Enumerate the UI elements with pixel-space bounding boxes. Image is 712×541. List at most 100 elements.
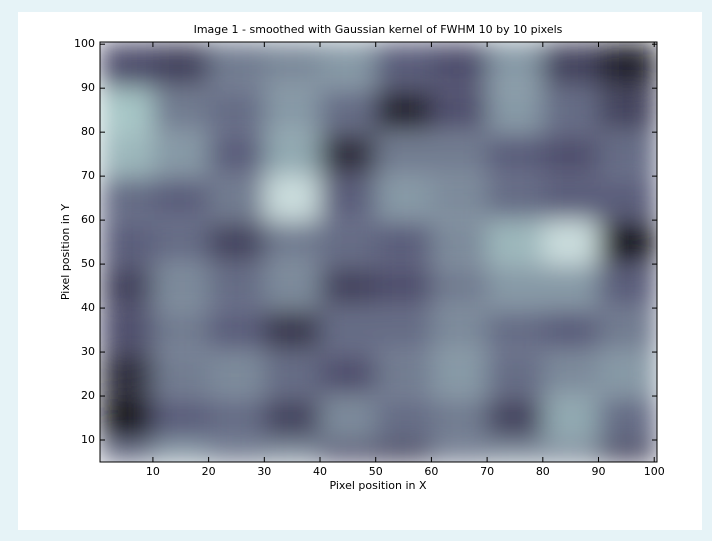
heatmap-cell <box>264 353 321 396</box>
heatmap-cell <box>431 441 488 462</box>
heatmap-cell <box>152 133 210 176</box>
heatmap-cell <box>100 42 154 88</box>
heatmap-cell <box>542 42 600 88</box>
heatmap-cell <box>598 133 657 176</box>
x-tick-label: 70 <box>480 465 494 478</box>
heatmap-cell <box>100 133 154 176</box>
heatmap-cell <box>542 89 600 132</box>
heatmap-cell <box>208 309 265 352</box>
heatmap-cell <box>431 89 488 132</box>
y-tick-label: 10 <box>81 433 95 446</box>
y-tick-label: 20 <box>81 389 95 402</box>
heatmap-cell <box>152 309 210 352</box>
heatmap-cell <box>152 397 210 440</box>
heatmap-cell <box>375 89 432 132</box>
heatmap-cell <box>431 353 488 396</box>
heatmap-cell <box>208 265 265 308</box>
heatmap-cell <box>375 353 432 396</box>
heatmap-cell <box>320 177 377 220</box>
heatmap-cell <box>208 441 265 462</box>
x-tick-label: 80 <box>536 465 550 478</box>
heatmap-cell <box>375 221 432 264</box>
heatmap-cell <box>542 221 600 264</box>
y-tick-label: 100 <box>74 37 95 50</box>
heatmap-cell <box>487 221 544 264</box>
heatmap-cell <box>152 353 210 396</box>
heatmap-cell <box>598 265 657 308</box>
heatmap-cell <box>542 133 600 176</box>
heatmap-cell <box>320 42 377 88</box>
heatmap-cell <box>264 42 321 88</box>
heatmap-cell <box>487 177 544 220</box>
heatmap-cell <box>320 441 377 462</box>
y-tick-label: 60 <box>81 213 95 226</box>
heatmap-cell <box>320 133 377 176</box>
heatmap-cell <box>320 89 377 132</box>
heatmap-cell <box>542 353 600 396</box>
heatmap-cell <box>208 89 265 132</box>
heatmap-cell <box>542 265 600 308</box>
heatmap-cell <box>152 441 210 462</box>
heatmap-cell <box>542 441 600 462</box>
heatmap-cell <box>487 397 544 440</box>
heatmap-cell <box>598 309 657 352</box>
heatmap-cell <box>320 397 377 440</box>
heatmap-cell <box>431 133 488 176</box>
heatmap-cell <box>100 397 154 440</box>
heatmap-cell <box>487 42 544 88</box>
heatmap-cell <box>431 265 488 308</box>
y-tick-label: 50 <box>81 257 95 270</box>
heatmap-cell <box>375 309 432 352</box>
heatmap-cell <box>431 221 488 264</box>
heatmap-cell <box>152 177 210 220</box>
heatmap-cell <box>487 309 544 352</box>
heatmap-cell <box>375 397 432 440</box>
heatmap-cell <box>487 89 544 132</box>
heatmap-cell <box>320 353 377 396</box>
heatmap-cell <box>152 42 210 88</box>
heatmap-cell <box>431 42 488 88</box>
heatmap-cell <box>264 133 321 176</box>
heatmap-cell <box>598 42 657 88</box>
heatmap-cell <box>152 265 210 308</box>
x-tick-label: 30 <box>257 465 271 478</box>
x-tick-label: 90 <box>592 465 606 478</box>
heatmap-cell <box>320 221 377 264</box>
heatmap-cell <box>375 177 432 220</box>
heatmap-cell <box>320 265 377 308</box>
x-axis-label: Pixel position in X <box>329 479 427 492</box>
heatmap-cell <box>264 397 321 440</box>
heatmap-cell <box>264 177 321 220</box>
heatmap-cell <box>431 177 488 220</box>
x-tick-label: 10 <box>146 465 160 478</box>
heatmap-cell <box>208 42 265 88</box>
heatmap-cell <box>264 265 321 308</box>
axes-box <box>99 41 658 463</box>
heatmap-cell <box>375 265 432 308</box>
heatmap-cell <box>208 133 265 176</box>
heatmap-cell <box>487 133 544 176</box>
heatmap-cell <box>431 309 488 352</box>
heatmap-cell <box>264 309 321 352</box>
heatmap-cell <box>598 397 657 440</box>
heatmap-cell <box>598 221 657 264</box>
heatmap-cell <box>100 309 154 352</box>
heatmap-cell <box>208 177 265 220</box>
heatmap-cell <box>100 265 154 308</box>
heatmap-cell <box>100 441 154 462</box>
heatmap-cell <box>598 177 657 220</box>
heatmap-cell <box>100 221 154 264</box>
y-tick-label: 30 <box>81 345 95 358</box>
heatmap-cell <box>100 177 154 220</box>
heatmap-cell <box>208 353 265 396</box>
x-tick-label: 40 <box>313 465 327 478</box>
x-tick-label: 20 <box>202 465 216 478</box>
heatmap-cell <box>487 441 544 462</box>
heatmap-cell <box>542 177 600 220</box>
heatmap-cell <box>264 441 321 462</box>
heatmap-cell <box>320 309 377 352</box>
heatmap-cell <box>598 441 657 462</box>
heatmap-cell <box>542 397 600 440</box>
heatmap-cell <box>487 265 544 308</box>
